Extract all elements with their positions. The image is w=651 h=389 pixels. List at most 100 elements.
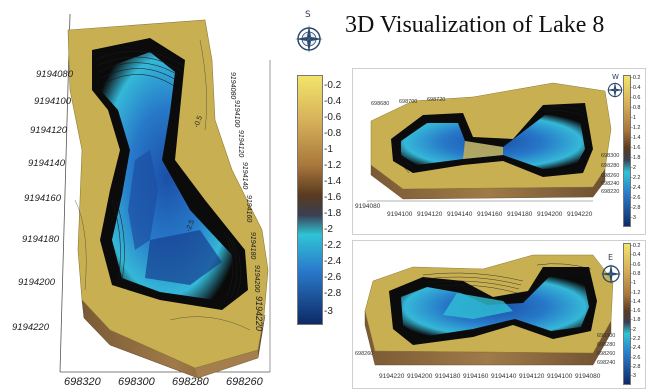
left-label: 698260: [355, 351, 374, 357]
colorbar-tick: -0.2: [324, 80, 342, 91]
x-axis-label: 9194160: [463, 373, 489, 380]
colorbar-tick: -1.6: [324, 192, 342, 203]
top-label: 698720: [427, 97, 446, 103]
main-colorbar-ticks: -0.2 -0.4 -0.6 -0.8 -1 -1.2 -1.4 -1.6 -1…: [324, 80, 364, 320]
colorbar-tick: -3: [324, 306, 333, 317]
colorbar-tick: -0.6: [324, 112, 342, 123]
right-axis-label: 9194160: [245, 195, 252, 223]
y-axis-label: 9194220: [12, 322, 49, 333]
colorbar-tick: -1.8: [631, 317, 641, 324]
main-lake-view: -0.5 -2.5: [59, 13, 271, 379]
x-axis-label: 698320: [64, 376, 101, 388]
x-axis-label: 9194080: [575, 373, 601, 380]
main-compass: S: [292, 10, 326, 60]
colorbar-tick: -1.4: [631, 135, 641, 141]
colorbar-tick: -0.8: [324, 128, 342, 139]
colorbar-tick: -1.2: [631, 289, 641, 296]
x-axis-label: 9194080: [355, 203, 381, 210]
right-axis-label: 9194080: [229, 72, 236, 100]
side-label: 698280: [597, 342, 616, 348]
x-axis-label: 9194140: [491, 373, 517, 380]
x-axis-label: 9194120: [519, 373, 545, 380]
colorbar-tick: -1.4: [324, 176, 342, 187]
compass-rose-icon: [606, 81, 624, 99]
x-axis-label: 9194200: [537, 211, 563, 218]
colorbar-tick: -2.6: [631, 195, 641, 201]
colorbar-tick: -2: [631, 326, 636, 333]
colorbar-tick: -0.4: [631, 252, 641, 259]
contour-label: -0.5: [193, 115, 204, 129]
x-axis-label: 698260: [226, 376, 263, 388]
colorbar-tick: -2.4: [324, 256, 342, 267]
x-axis-label: 9194180: [435, 373, 461, 380]
colorbar-tick: -0.6: [631, 95, 641, 101]
colorbar-tick: -0.2: [631, 243, 641, 249]
colorbar-tick: -1.2: [324, 160, 342, 171]
compass-letter: E: [608, 253, 614, 262]
compass-rose-icon: [600, 263, 622, 285]
colorbar-tick: -2: [324, 224, 333, 235]
bottom-right-compass: E: [599, 253, 623, 289]
colorbar-tick: -2.4: [631, 185, 641, 191]
x-axis-label: 9194160: [477, 211, 503, 218]
colorbar-tick: -2.2: [631, 336, 641, 342]
top-right-colorbar: [623, 75, 631, 227]
right-axis-label: 9194180: [249, 232, 256, 260]
colorbar-tick: -1.4: [631, 298, 641, 305]
side-label: 698240: [601, 181, 620, 187]
right-axis-label: 9194120: [237, 130, 244, 158]
y-axis-label: 9194140: [28, 158, 65, 169]
contour-label: -2.5: [185, 219, 196, 233]
colorbar-tick: -2.6: [324, 272, 342, 283]
colorbar-tick: -2.4: [631, 345, 641, 352]
side-label: 698300: [601, 153, 620, 159]
y-axis-label: 9194120: [30, 125, 67, 136]
colorbar-tick: -0.8: [631, 270, 641, 277]
y-axis-label: 9194180: [22, 234, 59, 245]
water-surface: [401, 115, 585, 169]
colorbar-tick: -0.6: [631, 261, 641, 268]
colorbar-tick: -0.8: [631, 105, 641, 111]
side-label: 698240: [597, 360, 616, 366]
y-axis-label: 9194200: [18, 277, 55, 288]
colorbar-tick: -0.2: [631, 75, 641, 81]
colorbar-tick: -2.2: [631, 175, 641, 181]
top-right-lake-view: [367, 82, 612, 202]
top-right-colorbar-ticks: -0.2 -0.4 -0.6 -0.8 -1 -1.2 -1.4 -1.6 -1…: [631, 75, 645, 227]
x-axis-label: 698280: [172, 376, 209, 388]
top-label: 698680: [371, 101, 390, 107]
colorbar-tick: -1.6: [631, 308, 641, 315]
x-axis-label: 9194140: [447, 211, 473, 218]
colorbar-tick: -0.4: [324, 96, 342, 107]
x-axis-label: 9194180: [507, 211, 533, 218]
x-axis-label: 9194220: [379, 373, 405, 380]
x-axis-label: 9194220: [567, 211, 593, 218]
colorbar-tick: -1: [631, 115, 636, 121]
page-title: 3D Visualization of Lake 8: [345, 12, 605, 38]
top-label: 698700: [399, 99, 418, 105]
colorbar-tick: -1: [324, 144, 333, 155]
compass-rose-icon: [295, 25, 323, 53]
side-label: 698260: [597, 351, 616, 357]
top-right-compass: W: [605, 73, 625, 103]
colorbar-tick: -2.8: [631, 363, 641, 370]
colorbar-tick: -3: [631, 373, 636, 380]
y-axis-label: 9194160: [24, 193, 61, 204]
colorbar-tick: -1.8: [631, 155, 641, 161]
y-axis-label: 9194100: [34, 96, 71, 107]
x-axis-label: 9194100: [547, 373, 573, 380]
colorbar-tick: -3: [631, 215, 636, 221]
right-axis-labels: 9194080 9194100 9194120 9194140 9194160 …: [229, 60, 272, 360]
compass-letter: S: [305, 10, 311, 20]
side-label: 698280: [601, 163, 620, 169]
bottom-right-lake-view: [364, 254, 614, 366]
bottom-right-panel: 698260 9194220 9194200 9194180 9194160 9…: [352, 240, 646, 389]
side-label: 698300: [597, 333, 616, 339]
side-label: 698220: [601, 189, 620, 195]
colorbar-tick: -2.6: [631, 354, 641, 361]
colorbar-tick: -1.2: [631, 125, 641, 131]
right-axis-label: 9194140: [241, 162, 248, 190]
colorbar-tick: -2: [631, 165, 636, 171]
colorbar-tick: -2.8: [324, 288, 342, 299]
colorbar-tick: -2.2: [324, 240, 342, 251]
